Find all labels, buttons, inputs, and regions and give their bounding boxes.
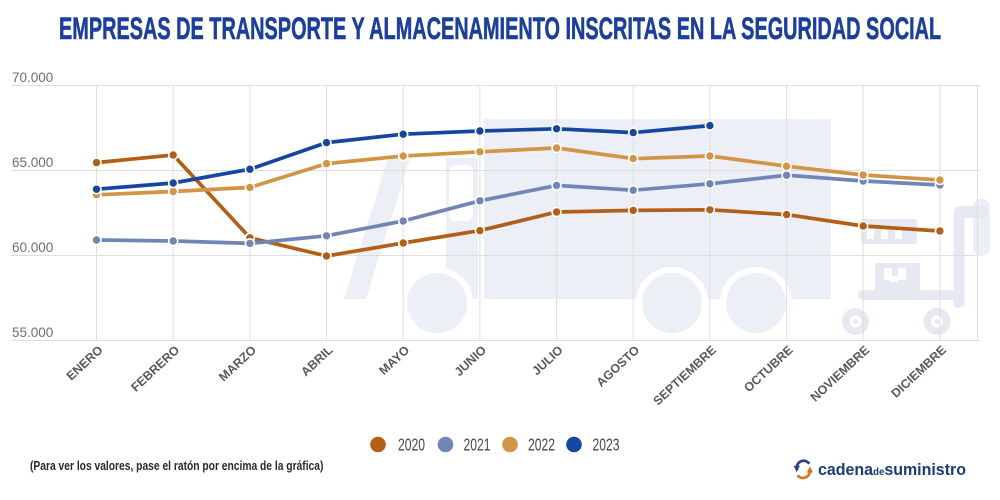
svg-text:NOVIEMBRE: NOVIEMBRE <box>808 343 872 404</box>
svg-text:MAYO: MAYO <box>376 343 412 378</box>
svg-text:2021: 2021 <box>464 435 491 455</box>
svg-text:AGOSTO: AGOSTO <box>594 343 643 390</box>
svg-text:2023: 2023 <box>593 435 620 455</box>
svg-text:70.000: 70.000 <box>12 70 53 85</box>
svg-text:SEPTIEMBRE: SEPTIEMBRE <box>650 343 718 408</box>
svg-text:OCTUBRE: OCTUBRE <box>741 343 795 395</box>
svg-text:ABRIL: ABRIL <box>298 343 336 379</box>
svg-text:2022: 2022 <box>528 435 555 455</box>
svg-text:60.000: 60.000 <box>12 240 53 255</box>
svg-text:MARZO: MARZO <box>216 343 259 384</box>
svg-text:65.000: 65.000 <box>12 155 53 170</box>
svg-text:55.000: 55.000 <box>12 325 53 340</box>
svg-text:cadenadesuministro: cadenadesuministro <box>818 461 966 479</box>
svg-text:JULIO: JULIO <box>529 343 565 378</box>
svg-text:2020: 2020 <box>398 435 425 455</box>
svg-text:DICIEMBRE: DICIEMBRE <box>889 343 949 401</box>
svg-text:ENERO: ENERO <box>64 343 106 384</box>
svg-text:FEBRERO: FEBRERO <box>128 343 182 395</box>
svg-text:JUNIO: JUNIO <box>452 343 490 379</box>
